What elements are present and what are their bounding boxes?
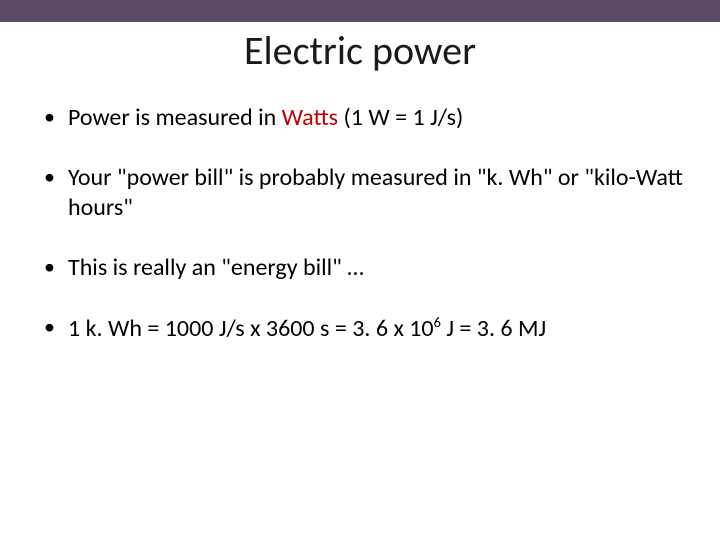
bullet-item: Your "power bill" is probably measured i… <box>44 163 690 223</box>
bullet-list: Power is measured in Watts (1 W = 1 J/s)… <box>0 103 720 344</box>
header-bar <box>0 0 720 22</box>
bullet-item: 1 k. Wh = 1000 J/s x 3600 s = 3. 6 x 106… <box>44 313 690 344</box>
bullet-item: This is really an "energy bill" … <box>44 253 690 283</box>
bullet-item: Power is measured in Watts (1 W = 1 J/s) <box>44 103 690 133</box>
slide-title: Electric power <box>0 26 720 75</box>
